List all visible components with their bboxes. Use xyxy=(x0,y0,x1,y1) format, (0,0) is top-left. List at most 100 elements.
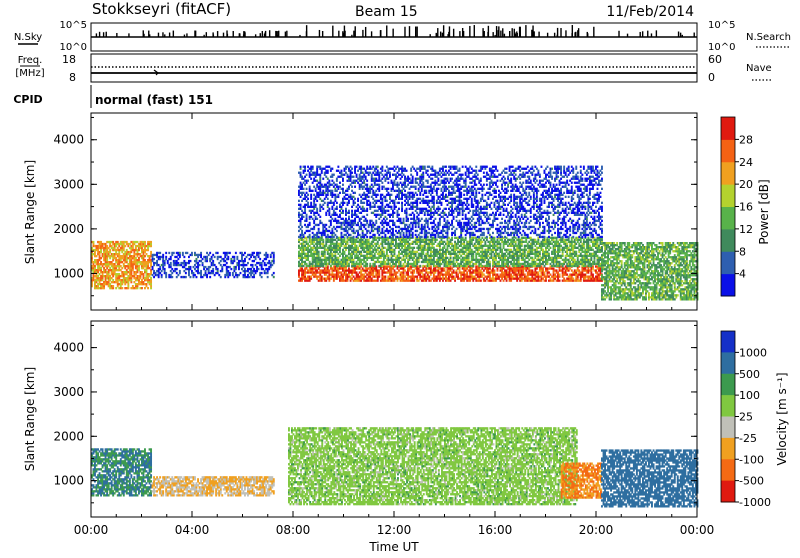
range-gate-cell xyxy=(256,270,258,272)
range-gate-cell xyxy=(123,249,125,251)
range-gate-cell xyxy=(129,243,131,245)
range-gate-cell xyxy=(165,258,167,260)
range-gate-cell xyxy=(140,253,142,255)
range-gate-cell xyxy=(501,239,503,241)
range-gate-cell xyxy=(372,241,374,243)
range-gate-cell xyxy=(483,239,485,241)
range-gate-cell xyxy=(418,261,420,263)
range-gate-cell xyxy=(480,269,482,271)
range-gate-cell xyxy=(445,253,447,255)
range-gate-cell xyxy=(102,273,104,275)
range-gate-cell xyxy=(571,239,573,241)
range-gate-cell xyxy=(270,256,272,258)
range-gate-cell xyxy=(491,255,493,257)
range-gate-cell xyxy=(137,241,139,243)
range-gate-cell xyxy=(403,274,405,276)
range-gate-cell xyxy=(391,245,393,247)
range-gate-cell xyxy=(100,241,102,243)
range-gate-cell xyxy=(99,265,101,267)
range-gate-cell xyxy=(572,257,574,259)
range-gate-cell xyxy=(359,257,361,259)
range-gate-cell xyxy=(94,251,96,253)
range-gate-cell xyxy=(542,269,544,271)
range-gate-cell xyxy=(442,255,444,257)
range-gate-cell xyxy=(553,280,555,282)
range-gate-cell xyxy=(375,239,377,241)
range-gate-cell xyxy=(327,251,329,253)
range-gate-cell xyxy=(403,278,405,280)
range-gate-cell xyxy=(105,279,107,281)
range-gate-cell xyxy=(155,272,157,274)
range-gate-cell xyxy=(179,270,181,272)
range-gate-cell xyxy=(182,254,184,256)
range-gate-cell xyxy=(377,249,379,251)
range-gate-cell xyxy=(534,245,536,247)
range-gate-cell xyxy=(381,245,383,247)
range-gate-cell xyxy=(565,257,567,259)
range-gate-cell xyxy=(363,259,365,261)
range-gate-cell xyxy=(182,252,184,254)
range-gate-cell xyxy=(563,249,565,251)
range-gate-cell xyxy=(494,237,496,239)
range-gate-cell xyxy=(562,276,564,278)
range-gate-cell xyxy=(153,270,155,272)
range-gate-cell xyxy=(164,264,166,266)
range-gate-cell xyxy=(150,251,152,253)
range-gate-cell xyxy=(363,274,365,276)
range-gate-cell xyxy=(350,276,352,278)
range-gate-cell xyxy=(273,254,275,256)
range-gate-cell xyxy=(503,267,505,269)
range-gate-cell xyxy=(413,278,415,280)
range-gate-cell xyxy=(221,268,223,270)
range-gate-cell xyxy=(481,241,483,243)
range-gate-cell xyxy=(342,255,344,257)
range-gate-cell xyxy=(147,249,149,251)
range-gate-cell xyxy=(130,281,132,283)
range-gate-cell xyxy=(427,251,429,253)
range-gate-cell xyxy=(534,278,536,280)
range-gate-cell xyxy=(568,259,570,261)
range-gate-cell xyxy=(152,274,154,276)
range-gate-cell xyxy=(176,268,178,270)
range-gate-cell xyxy=(194,274,196,276)
range-gate-cell xyxy=(325,245,327,247)
range-gate-cell xyxy=(298,276,300,278)
range-gate-cell xyxy=(200,252,202,254)
range-gate-cell xyxy=(212,272,214,274)
range-gate-cell xyxy=(544,271,546,273)
range-gate-cell xyxy=(220,264,222,266)
range-gate-cell xyxy=(132,245,134,247)
range-gate-cell xyxy=(381,243,383,245)
range-gate-cell xyxy=(450,280,452,282)
range-gate-cell xyxy=(120,259,122,261)
range-gate-cell xyxy=(524,247,526,249)
range-gate-cell xyxy=(403,257,405,259)
range-gate-cell xyxy=(170,266,172,268)
range-gate-cell xyxy=(431,241,433,243)
range-gate-cell xyxy=(209,252,211,254)
range-gate-cell xyxy=(474,251,476,253)
range-gate-cell xyxy=(158,274,160,276)
range-gate-cell xyxy=(132,269,134,271)
range-gate-cell xyxy=(381,274,383,276)
range-gate-cell xyxy=(456,249,458,251)
range-gate-cell xyxy=(387,261,389,263)
range-gate-cell xyxy=(328,280,330,282)
range-gate-cell xyxy=(524,251,526,253)
range-gate-cell xyxy=(478,253,480,255)
range-gate-cell xyxy=(550,274,552,276)
range-gate-cell xyxy=(179,256,181,258)
range-gate-cell xyxy=(202,264,204,266)
range-gate-cell xyxy=(321,276,323,278)
range-gate-cell xyxy=(312,269,314,271)
range-gate-cell xyxy=(566,253,568,255)
range-gate-cell xyxy=(324,253,326,255)
range-gate-cell xyxy=(578,269,580,271)
range-gate-cell xyxy=(553,239,555,241)
range-gate-cell xyxy=(521,276,523,278)
range-gate-cell xyxy=(328,271,330,273)
range-gate-cell xyxy=(164,268,166,270)
range-gate-cell xyxy=(559,251,561,253)
range-gate-cell xyxy=(337,269,339,271)
range-gate-cell xyxy=(99,255,101,257)
